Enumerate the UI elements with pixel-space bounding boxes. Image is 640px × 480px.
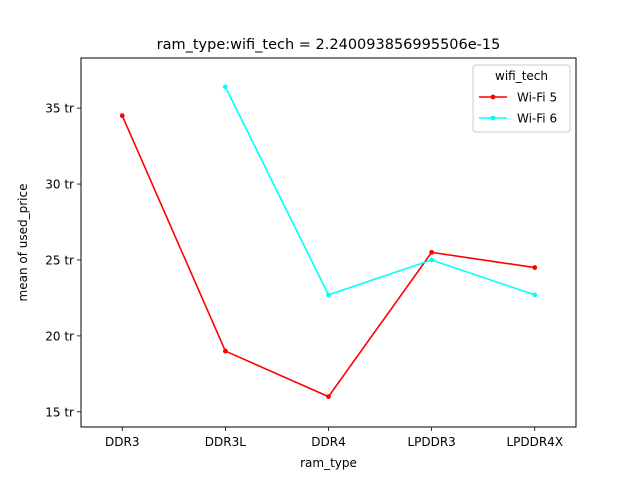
x-tick-label: DDR3L bbox=[205, 435, 246, 449]
y-tick-label: 25 tr bbox=[45, 253, 74, 267]
legend: wifi_tech Wi-Fi 5 Wi-Fi 6 bbox=[472, 64, 571, 133]
data-point bbox=[429, 257, 435, 263]
x-axis-title: ram_type bbox=[300, 456, 357, 470]
y-tick-label: 20 tr bbox=[45, 329, 74, 343]
legend-swatch-marker bbox=[490, 115, 496, 121]
series-line bbox=[224, 86, 536, 296]
legend-swatch-marker bbox=[490, 94, 496, 100]
legend-title: wifi_tech bbox=[495, 69, 548, 83]
data-point bbox=[326, 394, 331, 400]
data-point bbox=[429, 249, 435, 255]
data-point bbox=[222, 348, 228, 354]
y-axis-title: mean of used_price bbox=[16, 184, 30, 302]
x-tick-label: LPDDR3 bbox=[407, 435, 455, 449]
data-point bbox=[532, 292, 538, 298]
x-tick-label: DDR4 bbox=[311, 435, 345, 449]
y-tick-label: 15 tr bbox=[45, 405, 74, 419]
x-tick-label: LPDDR4X bbox=[506, 435, 563, 449]
chart-title: ram_type:wifi_tech = 2.240093856995506e-… bbox=[157, 37, 501, 53]
x-tick-label: DDR3 bbox=[105, 435, 139, 449]
legend-label: Wi-Fi 5 bbox=[517, 91, 557, 105]
data-point bbox=[532, 265, 538, 270]
legend-label: Wi-Fi 6 bbox=[517, 112, 557, 126]
plot-area bbox=[119, 84, 538, 400]
legend-frame bbox=[472, 64, 571, 133]
axes: ram_type:wifi_tech = 2.240093856995506e-… bbox=[16, 37, 577, 470]
y-tick-label: 30 tr bbox=[45, 178, 74, 192]
data-point bbox=[326, 292, 331, 298]
data-point bbox=[119, 113, 125, 119]
data-point bbox=[222, 84, 228, 90]
y-tick-label: 35 tr bbox=[45, 102, 74, 116]
